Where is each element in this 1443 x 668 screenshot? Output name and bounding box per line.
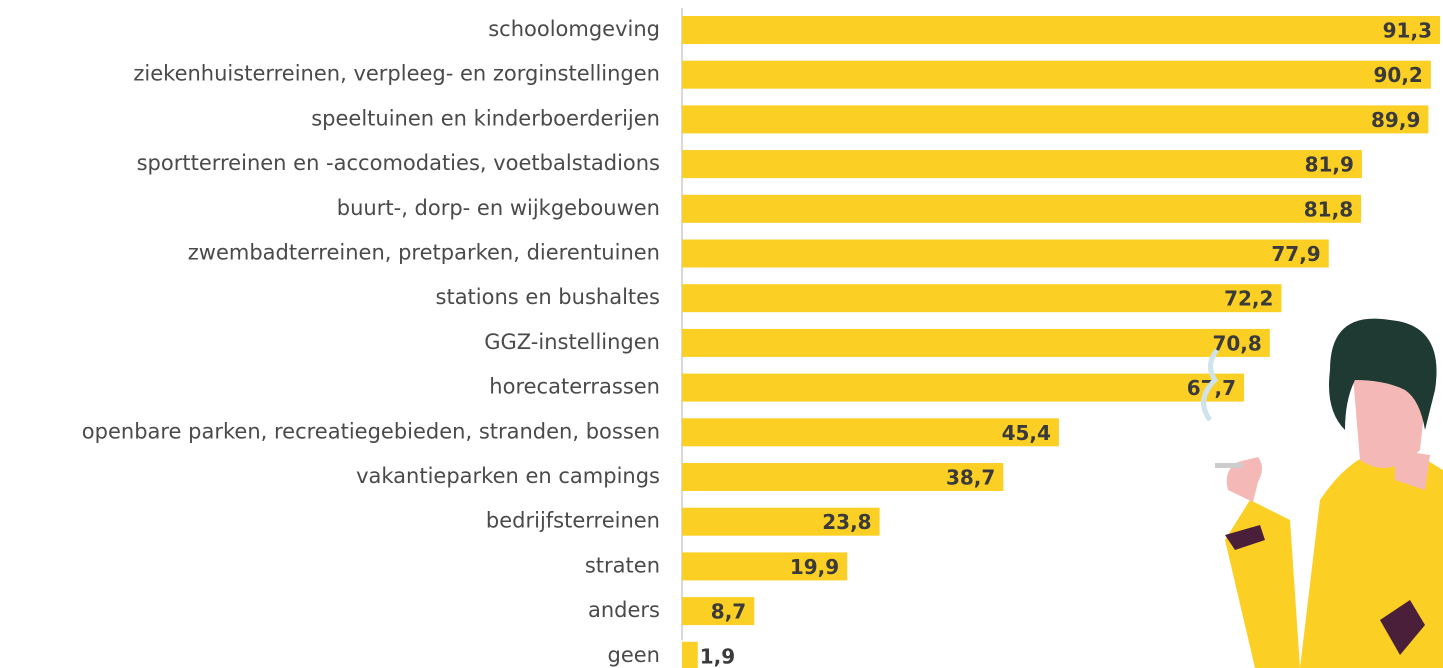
value-label: 72,2: [1224, 287, 1273, 311]
category-label: sportterreinen en -accomodaties, voetbal…: [137, 151, 660, 175]
illustration: [1201, 318, 1443, 668]
bar: [682, 552, 848, 581]
value-label: 38,7: [946, 466, 995, 490]
category-label: bedrijfsterreinen: [486, 509, 660, 533]
bar: [682, 105, 1429, 134]
category-label: anders: [588, 598, 660, 622]
value-label: 89,9: [1371, 108, 1420, 132]
bar: [682, 194, 1362, 223]
bar: [682, 328, 1270, 357]
category-label: vakantieparken en campings: [356, 464, 660, 488]
bar: [682, 463, 1004, 491]
bar: [682, 16, 1440, 44]
value-label: 81,9: [1305, 153, 1354, 177]
value-label: 77,9: [1271, 242, 1320, 266]
bar: [682, 373, 1245, 402]
category-label: geen: [608, 643, 660, 667]
value-label: 8,7: [711, 600, 746, 624]
value-label: 81,8: [1304, 197, 1353, 221]
category-label: GGZ-instellingen: [484, 330, 660, 354]
value-label: 19,9: [790, 555, 839, 579]
bar: [682, 60, 1431, 89]
category-label: zwembadterreinen, pretparken, dierentuin…: [188, 241, 660, 265]
value-label: 45,4: [1002, 421, 1051, 445]
bar: [682, 507, 880, 536]
category-label: stations en bushaltes: [436, 285, 660, 309]
value-label: 70,8: [1212, 331, 1261, 355]
category-label: ziekenhuisterreinen, verpleeg- en zorgin…: [133, 62, 660, 86]
value-label: 90,2: [1374, 63, 1423, 87]
category-label: horecaterrassen: [489, 375, 660, 399]
category-label: openbare parken, recreatiegebieden, stra…: [82, 419, 660, 443]
category-label: straten: [585, 553, 660, 577]
category-label: speeltuinen en kinderboerderijen: [311, 106, 660, 130]
bar: [682, 150, 1362, 179]
bar: [682, 418, 1059, 447]
value-label: 1,9: [700, 644, 735, 668]
category-label: buurt-, dorp- en wijkgebouwen: [337, 196, 660, 220]
bar: [682, 597, 755, 626]
category-label: schoolomgeving: [488, 17, 660, 41]
bar: [682, 641, 698, 668]
bar: [682, 284, 1282, 313]
bar: [682, 239, 1329, 268]
value-label: 91,3: [1383, 19, 1432, 43]
value-label: 23,8: [822, 510, 871, 534]
value-label: 67,7: [1187, 376, 1236, 400]
